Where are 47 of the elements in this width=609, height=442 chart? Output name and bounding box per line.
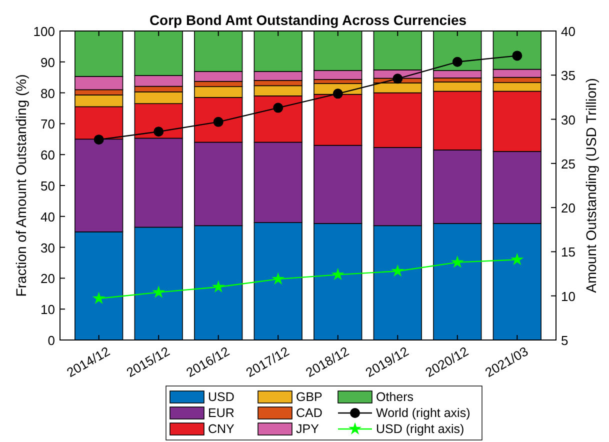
point <box>154 126 164 137</box>
point <box>273 102 284 113</box>
y-tick-label: 10 <box>40 302 55 318</box>
y-axis-title: Fraction of Amount Outstanding (%) <box>13 74 29 297</box>
point <box>452 256 463 267</box>
legend-label: JPY <box>296 422 320 436</box>
point <box>392 265 404 276</box>
point <box>392 74 403 84</box>
y2-axis-title: Amount Outstanding (USD Trillion) <box>583 78 599 293</box>
y-tick-label: 0 <box>48 333 55 348</box>
y-tick-label: 50 <box>40 178 55 194</box>
y-tick-label: 20 <box>40 271 55 286</box>
point <box>272 273 284 284</box>
legend-label: CAD <box>296 406 322 420</box>
legend-label: Others <box>376 390 414 404</box>
y-tick-label: 30 <box>40 240 55 256</box>
point <box>452 56 462 67</box>
y-tick-label: 90 <box>40 54 55 70</box>
y-tick-label: 40 <box>40 209 55 224</box>
y2-tick-label: 20 <box>561 200 576 216</box>
point <box>93 292 104 304</box>
y-tick-label: 80 <box>40 86 55 101</box>
point <box>153 286 164 298</box>
point <box>212 281 224 292</box>
legend-label: USD (right axis) <box>376 422 464 436</box>
y-tick-label: 60 <box>40 148 55 163</box>
y2-tick-label: 40 <box>561 24 576 39</box>
y-tick-label: 100 <box>33 24 55 39</box>
y2-tick-label: 35 <box>561 68 576 84</box>
point <box>332 88 343 99</box>
legend-label: CNY <box>208 422 236 436</box>
point <box>512 254 523 264</box>
y2-tick-label: 5 <box>561 333 568 348</box>
y2-tick-label: 10 <box>561 288 576 304</box>
point <box>213 116 224 127</box>
legend-label: EUR <box>208 406 234 420</box>
point <box>94 134 104 145</box>
chart-title: Corp Bond Amt Outstanding Across Currencies <box>149 12 467 28</box>
point <box>512 50 522 61</box>
y2-tick-label: 15 <box>561 244 576 260</box>
legend-label: USD <box>208 390 234 404</box>
y-tick-label: 70 <box>40 116 55 132</box>
point <box>332 269 344 280</box>
legend-label: World (right axis) <box>376 406 470 420</box>
y2-tick-label: 25 <box>561 156 576 172</box>
y2-tick-label: 30 <box>561 112 576 128</box>
legend-label: GBP <box>296 390 322 404</box>
